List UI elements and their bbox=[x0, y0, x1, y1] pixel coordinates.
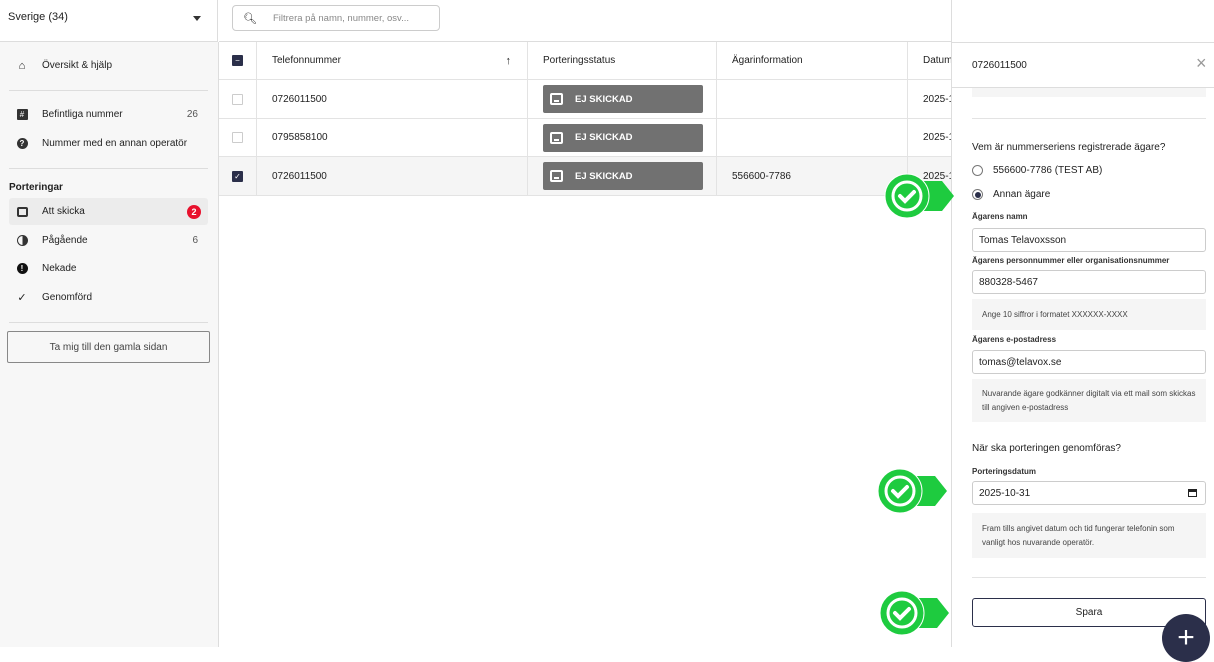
date-label: Porteringsdatum bbox=[972, 467, 1037, 476]
owner-info bbox=[717, 119, 908, 156]
sidebar: ⌂ Översikt & hjälp # Befintliga nummer 26 ?… bbox=[0, 42, 219, 647]
owner-email-input[interactable]: tomas@telavox.se bbox=[972, 350, 1206, 374]
sidebar-item-label: Nummer med en annan operatör bbox=[42, 138, 188, 149]
email-label: Ägarens e-postadress bbox=[972, 335, 1057, 344]
sidebar-item-label: Pågående bbox=[42, 235, 88, 246]
count: 26 bbox=[186, 109, 198, 120]
sidebar-item-label: Befintliga nummer bbox=[42, 109, 123, 120]
phone-number: 0795858100 bbox=[257, 119, 528, 156]
owner-question: Vem är nummerseriens registrerade ägare? bbox=[972, 142, 1166, 153]
table-row[interactable]: ✓ 0726011500 EJ SKICKAD 556600-7786 2025… bbox=[219, 157, 951, 196]
phone-number: 0726011500 bbox=[257, 80, 528, 118]
status-label: EJ SKICKAD bbox=[575, 93, 633, 105]
detail-panel: 0726011500 × Vem är nummerseriens regist… bbox=[951, 0, 1214, 662]
search-icon: 🔍︎ bbox=[243, 12, 257, 25]
progress-icon bbox=[16, 235, 28, 246]
sort-arrow-up-icon[interactable]: ↑ bbox=[505, 54, 512, 67]
close-icon[interactable]: × bbox=[1196, 53, 1207, 73]
inbox-icon bbox=[550, 93, 563, 105]
radio-label: Annan ägare bbox=[993, 189, 1051, 200]
radio-button[interactable] bbox=[972, 165, 983, 176]
porting-date-input[interactable]: 2025-10-31 bbox=[972, 481, 1206, 505]
date-value: 2025-10-31 bbox=[979, 487, 1031, 499]
check-marker-icon bbox=[877, 468, 947, 514]
row-checkbox[interactable] bbox=[232, 93, 243, 105]
old-page-button[interactable]: Ta mig till den gamla sidan bbox=[7, 331, 210, 363]
home-icon: ⌂ bbox=[18, 59, 26, 72]
status-label: EJ SKICKAD bbox=[575, 132, 633, 143]
row-checkbox[interactable] bbox=[232, 132, 243, 143]
radio-company-owner[interactable]: 556600-7786 (TEST AB) bbox=[972, 165, 1206, 176]
save-button[interactable]: Spara bbox=[972, 598, 1206, 627]
table-row[interactable]: 0795858100 EJ SKICKAD 2025-1 bbox=[219, 119, 951, 157]
status-badge: EJ SKICKAD bbox=[543, 85, 703, 113]
hash-icon: # bbox=[16, 109, 28, 120]
date-question: När ska porteringen genomföras? bbox=[972, 443, 1121, 454]
panel-title: 0726011500 bbox=[972, 60, 1027, 71]
sidebar-item-nekade[interactable]: ! Nekade bbox=[9, 255, 208, 282]
sidebar-item-genomford[interactable]: ✓ Genomförd bbox=[9, 284, 208, 311]
add-fab-button[interactable]: + bbox=[1162, 614, 1210, 662]
inbox-icon bbox=[550, 131, 563, 144]
sidebar-item-other-operator[interactable]: ? Nummer med en annan operatör bbox=[9, 130, 208, 157]
column-header-phone[interactable]: Telefonnummer ↑ bbox=[257, 42, 528, 79]
status-badge: EJ SKICKAD bbox=[543, 123, 703, 152]
sidebar-item-label: Att skicka bbox=[42, 206, 85, 217]
search-input[interactable]: 🔍︎ Filtrera på namn, nummer, osv... bbox=[232, 5, 440, 31]
status-badge: EJ SKICKAD bbox=[543, 162, 703, 190]
country-select[interactable]: Sverige (34) bbox=[0, 0, 218, 42]
column-header-date[interactable]: Datum bbox=[923, 55, 951, 66]
search-placeholder: Filtrera på namn, nummer, osv... bbox=[272, 12, 410, 24]
status-label: EJ SKICKAD bbox=[575, 170, 633, 182]
date: 2025-1 bbox=[923, 170, 951, 182]
radio-button[interactable] bbox=[972, 189, 983, 200]
phone-number: 0726011500 bbox=[257, 157, 528, 195]
error-icon: ! bbox=[16, 263, 28, 274]
sidebar-item-existing[interactable]: # Befintliga nummer 26 bbox=[9, 101, 208, 128]
section-heading: Porteringar bbox=[9, 182, 63, 193]
inbox-icon bbox=[16, 206, 28, 217]
id-label: Ägarens personnummer eller organisations… bbox=[972, 256, 1170, 265]
count: 6 bbox=[192, 235, 198, 246]
sidebar-item-overview[interactable]: ⌂ Översikt & hjälp bbox=[9, 52, 208, 79]
radio-label: 556600-7786 (TEST AB) bbox=[993, 165, 1103, 176]
name-label: Ägarens namn bbox=[972, 212, 1028, 221]
date-hint: Fram tills angivet datum och tid fungera… bbox=[972, 513, 1206, 558]
table-row[interactable]: 0726011500 EJ SKICKAD 2025-1 bbox=[219, 80, 951, 119]
check-icon: ✓ bbox=[17, 292, 27, 304]
owner-name-input[interactable]: Tomas Telavoxsson bbox=[972, 228, 1206, 252]
country-select-value: Sverige (34) bbox=[8, 11, 68, 23]
badge: 2 bbox=[187, 204, 201, 219]
email-hint: Nuvarande ägare godkänner digitalt via e… bbox=[972, 379, 1206, 422]
id-hint: Ange 10 siffror i formatet XXXXXX-XXXX bbox=[972, 299, 1206, 330]
chevron-down-icon bbox=[193, 16, 201, 21]
help-icon: ? bbox=[16, 138, 28, 149]
check-marker-icon bbox=[879, 590, 949, 636]
sidebar-item-pagaende[interactable]: Pågående 6 bbox=[9, 227, 208, 254]
sidebar-item-att-skicka[interactable]: Att skicka 2 bbox=[9, 198, 208, 225]
sidebar-item-label: Översikt & hjälp bbox=[42, 60, 113, 71]
column-label: Telefonnummer bbox=[272, 55, 341, 66]
table-header: − Telefonnummer ↑ Porteringsstatus Ägarin… bbox=[219, 42, 951, 80]
sidebar-item-label: Nekade bbox=[42, 263, 77, 274]
column-header-owner[interactable]: Ägarinformation bbox=[717, 42, 908, 79]
date: 2025-1 bbox=[923, 93, 951, 105]
inbox-icon bbox=[550, 170, 563, 182]
owner-id-input[interactable]: 880328-5467 bbox=[972, 270, 1206, 294]
row-checkbox[interactable]: ✓ bbox=[232, 170, 243, 182]
check-marker-icon bbox=[884, 173, 954, 219]
sidebar-item-label: Genomförd bbox=[42, 292, 93, 303]
date: 2025-1 bbox=[923, 132, 951, 143]
owner-info bbox=[717, 80, 908, 118]
column-header-status[interactable]: Porteringsstatus bbox=[528, 42, 717, 79]
select-all-checkbox[interactable]: − bbox=[232, 55, 243, 66]
radio-other-owner[interactable]: Annan ägare bbox=[972, 189, 1206, 200]
calendar-icon[interactable] bbox=[1188, 489, 1197, 497]
